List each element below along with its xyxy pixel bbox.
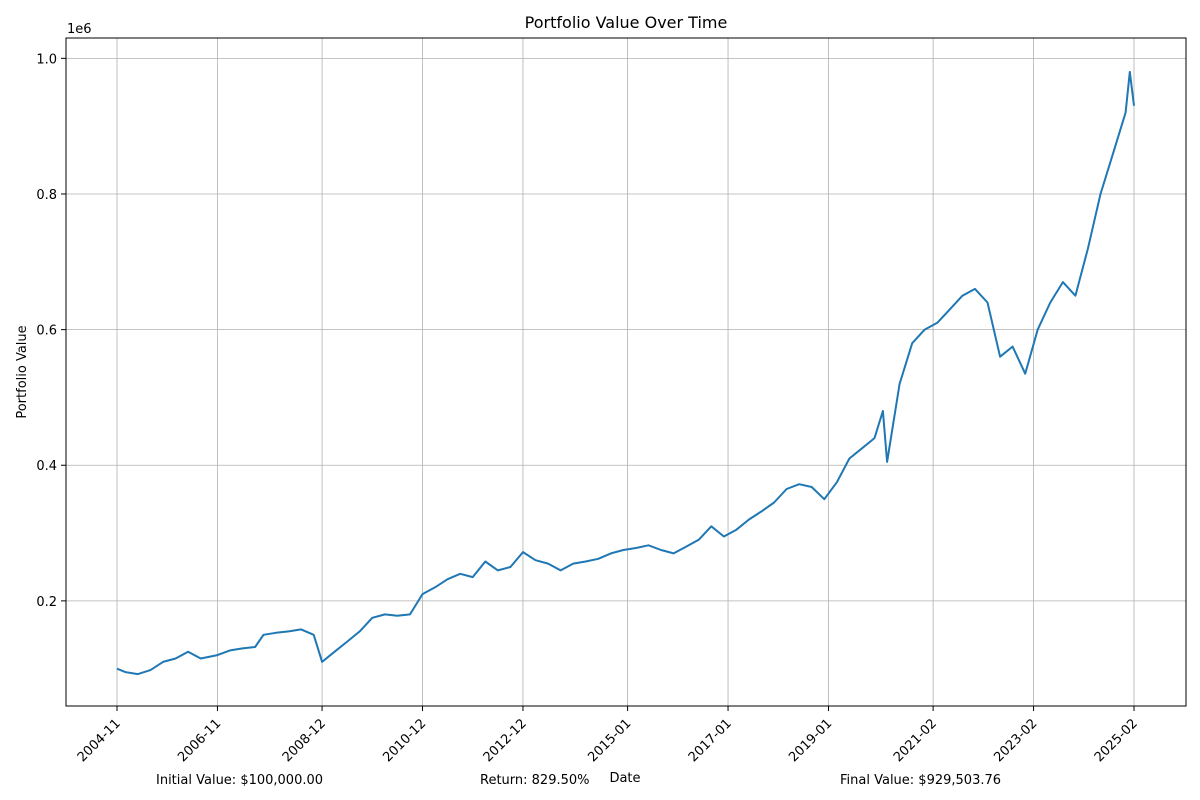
- series-line-portfolio-value: [116, 70, 1135, 676]
- x-tick-label: 2010-12: [380, 716, 429, 765]
- chart-title: Portfolio Value Over Time: [525, 13, 728, 32]
- x-tick-label: 2004-11: [75, 716, 124, 765]
- return-text: Return: 829.50%: [480, 773, 590, 788]
- y-axis-label: Portfolio Value: [15, 325, 30, 418]
- x-tick-label: 2025-02: [1092, 716, 1141, 765]
- grid-lines: [66, 38, 1186, 706]
- y-tick-label: 0.2: [36, 595, 57, 610]
- x-tick-label: 2015-01: [585, 716, 634, 765]
- x-axis-label: Date: [609, 771, 640, 786]
- initial-value-text: Initial Value: $100,000.00: [156, 773, 323, 788]
- x-tick-label: 2021-02: [891, 716, 940, 765]
- y-tick-label: 0.6: [36, 324, 57, 339]
- x-tick-label: 2019-01: [786, 716, 835, 765]
- x-tick-label: 2006-11: [175, 716, 224, 765]
- y-multiplier-label: 1e6: [67, 22, 92, 37]
- x-tick-label: 2012-12: [481, 716, 530, 765]
- y-axis-ticks: 0.2 0.4 0.6 0.8 1.0: [36, 52, 66, 610]
- x-axis-ticks: 2004-11 2006-11 2008-12 2010-12 2012-12 2015-…: [75, 706, 1141, 765]
- x-tick-label: 2023-02: [991, 716, 1040, 765]
- y-tick-label: 0.4: [36, 459, 57, 474]
- plot-frame: [65, 37, 1187, 707]
- y-tick-label: 1.0: [36, 52, 57, 67]
- y-tick-label: 0.8: [36, 188, 57, 203]
- x-tick-label: 2008-12: [280, 716, 329, 765]
- x-tick-label: 2017-01: [686, 716, 735, 765]
- final-value-text: Final Value: $929,503.76: [840, 773, 1001, 788]
